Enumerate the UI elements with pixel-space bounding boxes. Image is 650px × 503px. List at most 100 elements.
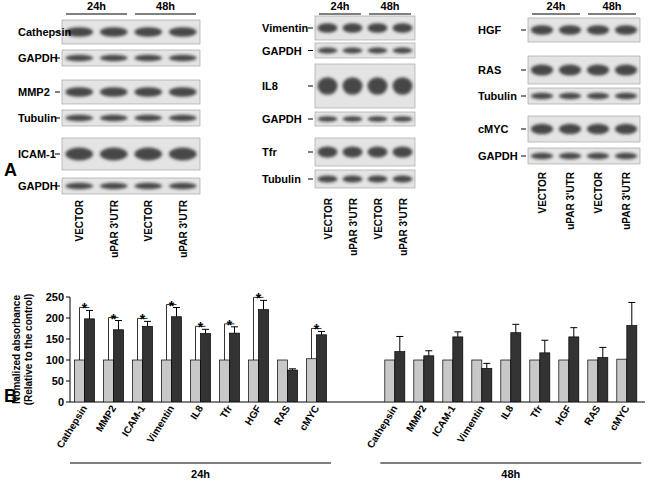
time-header: 24h [87, 0, 106, 12]
bar [133, 360, 143, 402]
lane-label: VECTOR [373, 197, 384, 239]
error-bar [541, 340, 548, 353]
lane-label: VECTOR [537, 171, 548, 213]
blot-band [368, 77, 388, 95]
blot-band [169, 55, 197, 61]
header-rule [369, 14, 411, 15]
blot-label-dash [308, 179, 313, 180]
bar [288, 370, 298, 402]
blot-label: Cathepsin [18, 26, 71, 38]
blot-membrane [528, 18, 640, 42]
blot-membrane [528, 88, 640, 104]
figure: A24h48hCathepsinGAPDHMMP2TubulinICAM-1GA… [0, 0, 650, 503]
blot-membrane [62, 178, 200, 194]
blot-label: GAPDH [478, 150, 518, 162]
blot-label-dash [521, 156, 526, 157]
blot-membrane [528, 116, 640, 142]
blot-band [587, 153, 609, 159]
blot-band [134, 183, 162, 189]
bar [230, 333, 240, 402]
group-rule [70, 463, 331, 464]
blot-band [65, 148, 93, 161]
error-stem [176, 308, 177, 317]
error-stem [205, 329, 206, 333]
bar [530, 360, 540, 402]
error-cap [570, 327, 577, 328]
x-tick-label: Vimentin [145, 403, 177, 444]
error-stem [234, 327, 235, 333]
error-bar [483, 363, 490, 368]
lane-label: uPAR 3'UTR [109, 199, 120, 258]
lane-label: VECTOR [74, 199, 85, 241]
blot-label: Tubulin [262, 173, 301, 185]
blot-label: Tubulin [18, 112, 57, 124]
blot-band [343, 48, 363, 54]
blot-membrane [62, 138, 200, 170]
group-label: 48h [501, 468, 520, 480]
blot-band [100, 115, 128, 121]
blot-band [169, 183, 197, 189]
error-cap [289, 368, 296, 369]
blot-band [343, 146, 363, 157]
blot-band [368, 116, 388, 122]
lane-label: VECTOR [323, 197, 334, 239]
bar [201, 334, 211, 402]
y-tick-label: 200 [46, 312, 64, 324]
bar [453, 337, 463, 402]
bar [395, 352, 405, 402]
bracket-leg [195, 326, 196, 360]
blot-band [343, 116, 363, 122]
blot-label: Vimentin [262, 22, 309, 34]
blot-band [368, 175, 388, 182]
x-tick-label: Tfr [218, 403, 234, 420]
blot-membrane [315, 16, 415, 40]
annotation: * [198, 319, 204, 335]
y-axis-label: (Relative to the control) [23, 294, 34, 406]
blot-label-dash [55, 118, 60, 119]
blot-band [169, 148, 197, 161]
bracket-leg [137, 318, 138, 360]
blot-band [587, 64, 609, 75]
blot-band [318, 146, 338, 157]
x-tick-label: RAS [582, 403, 603, 427]
bar [617, 359, 627, 402]
y-tick [66, 318, 70, 319]
error-bar [396, 336, 403, 351]
blot-column: 24h48hVimentinGAPDHIL8GAPDHTfrTubulinVEC… [262, 0, 415, 256]
blot-band [587, 25, 609, 35]
error-stem [573, 328, 574, 337]
bar [85, 319, 95, 402]
lane-label: uPAR 3'UTR [178, 199, 189, 258]
blot-band [318, 116, 338, 122]
error-bar [425, 351, 432, 356]
annotation: * [140, 311, 146, 327]
y-axis-label: Nomalized absorbance [11, 295, 22, 404]
bar [317, 335, 327, 402]
blot-band [100, 87, 128, 97]
panel-label: A [4, 160, 17, 180]
bar [143, 326, 153, 402]
x-tick-label: Cathepsin [54, 403, 89, 450]
blot-band [393, 48, 413, 54]
blot-band [318, 175, 338, 182]
error-stem [428, 351, 429, 356]
header-rule [135, 14, 196, 15]
blot-band [531, 153, 553, 159]
error-stem [486, 363, 487, 368]
bar [75, 360, 85, 402]
blot-membrane [62, 80, 200, 104]
blot-band [134, 115, 162, 121]
bar [588, 360, 598, 402]
x-tick-label: Vimentin [455, 403, 487, 444]
blot-band [343, 175, 363, 182]
blot-band [615, 153, 637, 159]
blot-label-dash [521, 129, 526, 130]
error-bar [454, 332, 461, 337]
lane-label: uPAR 3'UTR [621, 171, 632, 230]
blot-label-dash [55, 92, 60, 93]
time-header: 48h [156, 0, 175, 12]
x-tick-label: HGF [553, 403, 574, 427]
bar [220, 360, 230, 402]
error-bar [512, 324, 519, 332]
blot-membrane [315, 43, 415, 58]
